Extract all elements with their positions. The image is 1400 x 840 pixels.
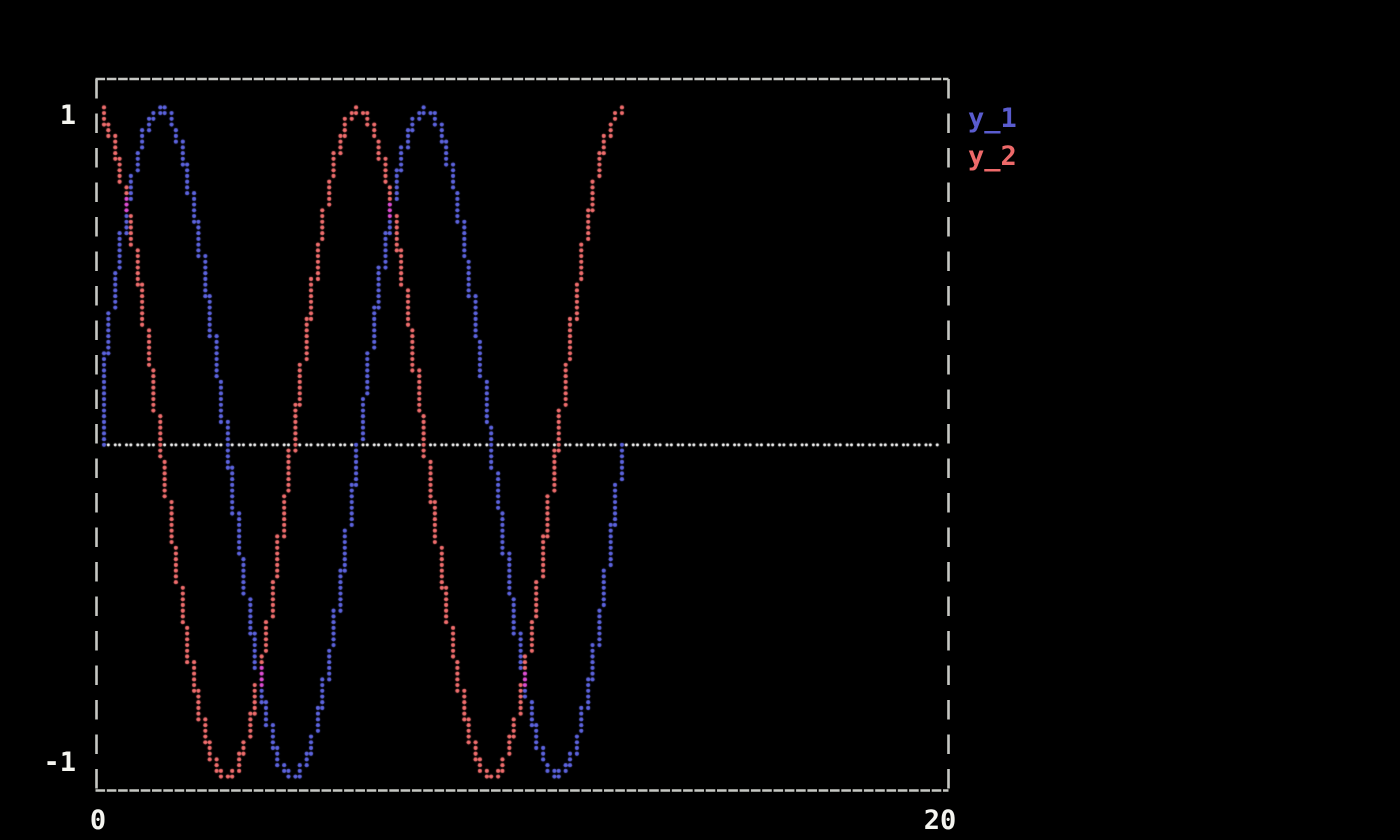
x-axis-tick-max: 20 bbox=[923, 805, 957, 836]
legend-item-y1: y_1 bbox=[968, 103, 1017, 134]
y-axis-tick-max: 1 bbox=[59, 100, 76, 131]
x-axis-tick-min: 0 bbox=[89, 805, 107, 836]
legend: y_1 y_2 bbox=[968, 100, 1017, 176]
y-axis-tick-min: -1 bbox=[43, 747, 76, 778]
legend-item-y2: y_2 bbox=[968, 141, 1017, 172]
